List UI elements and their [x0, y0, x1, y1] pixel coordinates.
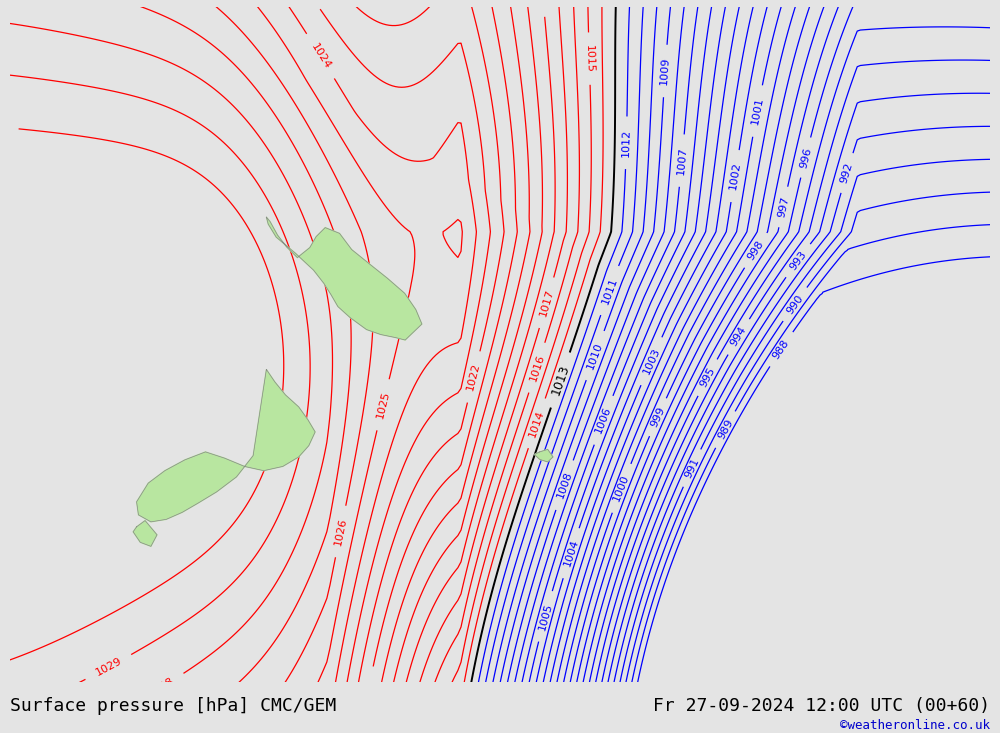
- Text: 1000: 1000: [612, 474, 631, 503]
- Text: 1009: 1009: [659, 56, 671, 85]
- Text: 1001: 1001: [750, 96, 765, 125]
- Text: 1017: 1017: [538, 288, 555, 317]
- Text: 1003: 1003: [641, 347, 662, 376]
- Polygon shape: [133, 520, 157, 546]
- Text: 988: 988: [771, 337, 791, 361]
- Text: 991: 991: [683, 456, 701, 479]
- Text: 1024: 1024: [309, 42, 332, 70]
- Text: 1018: 1018: [536, 0, 549, 5]
- Text: 1011: 1011: [600, 276, 619, 305]
- Text: 997: 997: [776, 196, 790, 218]
- Text: 989: 989: [716, 418, 735, 441]
- Text: 1028: 1028: [147, 676, 176, 699]
- Text: 1012: 1012: [621, 128, 632, 157]
- Text: Surface pressure [hPa] CMC/GEM: Surface pressure [hPa] CMC/GEM: [10, 696, 336, 715]
- Text: 1013: 1013: [549, 363, 572, 397]
- Text: 1016: 1016: [528, 353, 546, 383]
- Text: 993: 993: [788, 249, 808, 272]
- Text: 994: 994: [729, 325, 748, 348]
- Text: 1005: 1005: [537, 602, 554, 631]
- Text: ©weatheronline.co.uk: ©weatheronline.co.uk: [840, 718, 990, 732]
- Polygon shape: [266, 217, 422, 340]
- Text: 1002: 1002: [728, 161, 742, 191]
- Text: 1015: 1015: [584, 45, 595, 73]
- Text: 1022: 1022: [465, 362, 482, 392]
- Text: 1029: 1029: [94, 656, 123, 678]
- Text: 1007: 1007: [676, 146, 688, 175]
- Text: 1025: 1025: [375, 390, 391, 419]
- Text: Fr 27-09-2024 12:00 UTC (00+60): Fr 27-09-2024 12:00 UTC (00+60): [653, 696, 990, 715]
- Text: 995: 995: [698, 366, 717, 389]
- Text: 1030: 1030: [0, 120, 7, 133]
- Text: 996: 996: [798, 146, 813, 169]
- Text: 1023: 1023: [293, 0, 318, 2]
- Polygon shape: [137, 369, 315, 522]
- Text: 1004: 1004: [562, 538, 580, 568]
- Text: 1010: 1010: [586, 341, 605, 370]
- Text: 990: 990: [785, 292, 805, 316]
- Text: 1006: 1006: [594, 405, 613, 435]
- Text: 1014: 1014: [527, 408, 546, 438]
- Text: 1026: 1026: [333, 517, 348, 546]
- Text: 998: 998: [746, 238, 766, 262]
- Text: 992: 992: [839, 161, 855, 185]
- Polygon shape: [534, 449, 553, 462]
- Text: 1021: 1021: [360, 677, 376, 707]
- Text: 999: 999: [649, 405, 667, 429]
- Text: 1008: 1008: [555, 470, 574, 500]
